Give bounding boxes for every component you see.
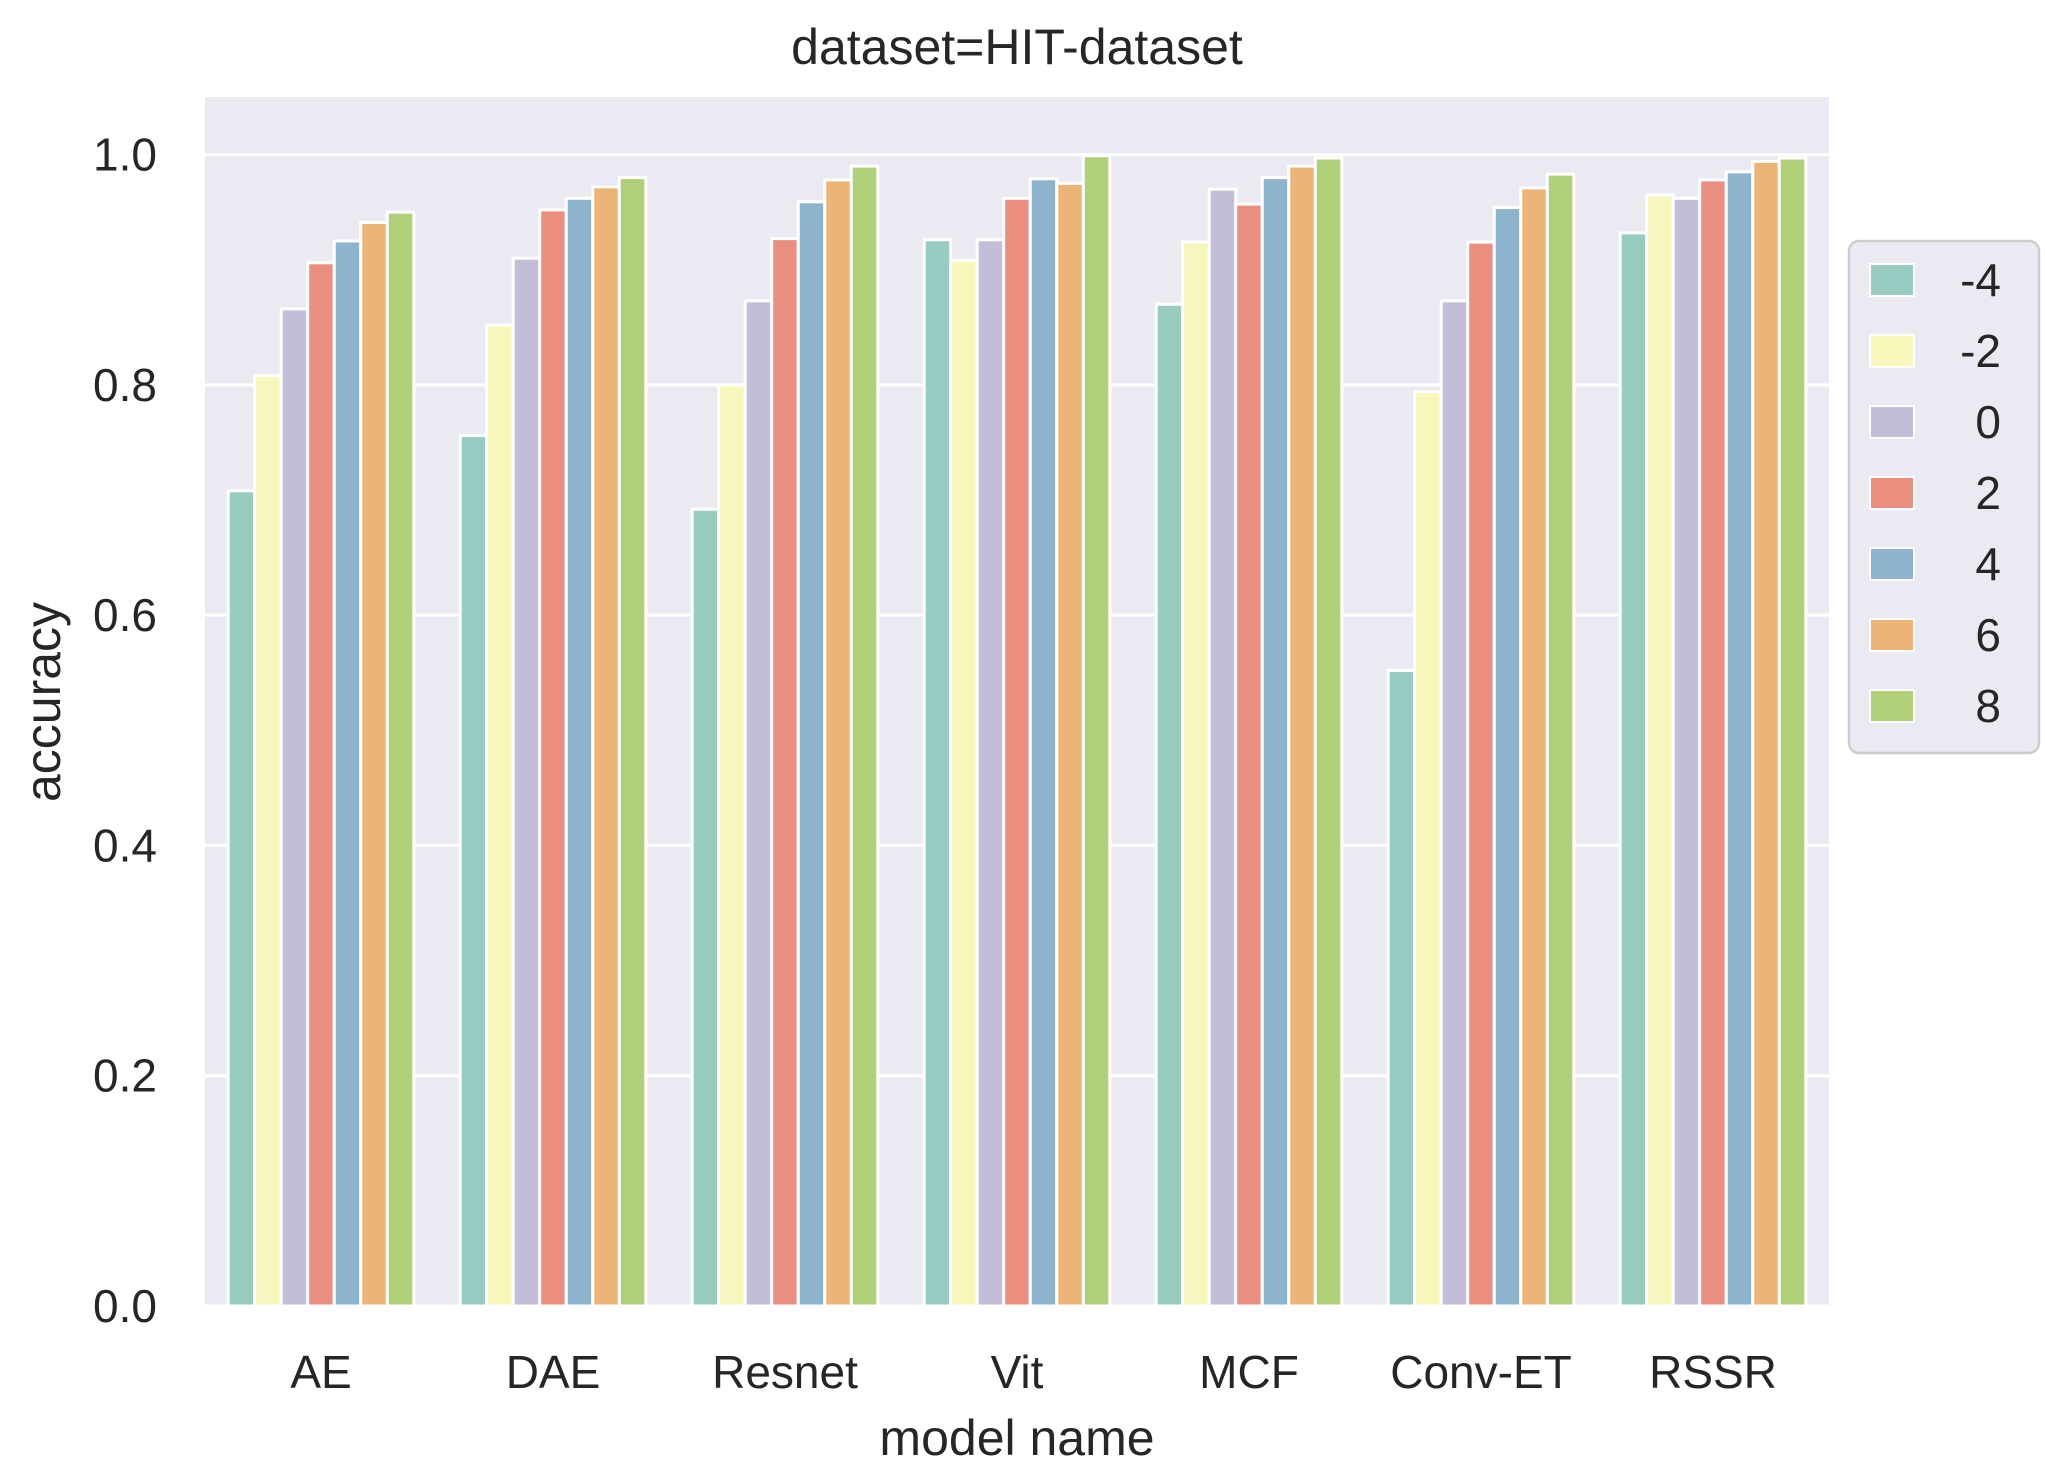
bar-rssr-series--4 <box>1618 231 1649 1308</box>
y-tick-label: 0.4 <box>93 819 157 871</box>
bar-mcf-series-4 <box>1260 176 1291 1308</box>
bar-conv-et-series-6 <box>1519 186 1549 1308</box>
legend-label: 6 <box>1975 609 2001 661</box>
bar-ae-series-6 <box>359 221 389 1308</box>
legend-swatch <box>1869 618 1915 652</box>
bar-rssr-series--2 <box>1645 193 1675 1308</box>
x-tick-label: Conv-ET <box>1390 1346 1571 1398</box>
bar-resnet-series-8 <box>849 164 880 1308</box>
bar-vit-series-0 <box>975 238 1006 1308</box>
bar-mcf-series-2 <box>1234 202 1264 1308</box>
bar-conv-et-series-2 <box>1466 240 1496 1308</box>
bar-rssr-series-4 <box>1724 170 1755 1308</box>
x-tick-label: MCF <box>1199 1346 1299 1398</box>
legend-swatch <box>1869 263 1915 297</box>
bar-dae-series-2 <box>538 208 568 1308</box>
bar-conv-et-series--4 <box>1386 668 1417 1308</box>
bar-conv-et-series--2 <box>1413 390 1443 1308</box>
bar-mcf-series--2 <box>1181 240 1211 1308</box>
y-tick-label: 0.2 <box>93 1050 157 1102</box>
legend-label: 2 <box>1975 467 2001 519</box>
legend-label: -2 <box>1960 325 2001 377</box>
chart-title: dataset=HIT-dataset <box>791 19 1243 75</box>
bar-mcf-series-6 <box>1287 164 1317 1308</box>
bar-vit-series--2 <box>949 259 979 1308</box>
bar-dae-series--2 <box>485 323 515 1308</box>
bar-dae-series-4 <box>564 196 595 1308</box>
bar-ae-series--2 <box>253 374 283 1308</box>
x-tick-labels: AE DAE Resnet Vit MCF Conv-ET RSSR <box>290 1346 1777 1398</box>
y-tick-label: 0.8 <box>93 359 157 411</box>
bar-mcf-series-0 <box>1207 187 1238 1308</box>
bar-ae-series--4 <box>226 489 257 1308</box>
bar-conv-et-series-0 <box>1439 299 1470 1308</box>
bar-conv-et-series-4 <box>1492 206 1523 1308</box>
bar-vit-series-4 <box>1028 177 1059 1308</box>
x-tick-label: RSSR <box>1649 1346 1777 1398</box>
bar-resnet-series-0 <box>743 299 774 1308</box>
y-tick-labels: 0.0 0.2 0.4 0.6 0.8 1.0 <box>93 129 157 1332</box>
bar-ae-series-0 <box>279 307 310 1308</box>
x-tick-label: AE <box>290 1346 351 1398</box>
bar-resnet-series-2 <box>770 237 800 1308</box>
bars <box>226 154 1808 1308</box>
bar-ae-series-2 <box>306 261 336 1308</box>
legend-label: -4 <box>1960 254 2001 306</box>
y-axis-label: accuracy <box>15 602 71 802</box>
bar-rssr-series-6 <box>1751 159 1781 1308</box>
bar-vit-series-8 <box>1081 154 1112 1308</box>
bar-rssr-series-0 <box>1671 196 1702 1308</box>
x-tick-label: Vit <box>991 1346 1044 1398</box>
legend-swatch <box>1869 334 1915 368</box>
bar-vit-series--4 <box>922 238 953 1308</box>
legend-swatch <box>1869 476 1915 510</box>
bar-mcf-series--4 <box>1154 302 1185 1308</box>
bar-resnet-series-6 <box>823 178 853 1308</box>
bar-dae-series-6 <box>591 185 621 1308</box>
legend-swatch <box>1869 547 1915 581</box>
bar-resnet-series-4 <box>796 200 827 1308</box>
bar-vit-series-6 <box>1055 181 1085 1308</box>
bar-dae-series-0 <box>511 256 542 1308</box>
x-tick-label: DAE <box>506 1346 601 1398</box>
y-tick-label: 1.0 <box>93 129 157 181</box>
y-tick-label: 0.6 <box>93 589 157 641</box>
legend-label: 0 <box>1975 396 2001 448</box>
y-tick-label: 0.0 <box>93 1280 157 1332</box>
bar-ae-series-8 <box>385 210 416 1308</box>
legend-swatch <box>1869 405 1915 439</box>
bar-dae-series-8 <box>617 176 648 1308</box>
bar-rssr-series-8 <box>1777 156 1808 1308</box>
legend-swatch <box>1869 689 1915 723</box>
bar-ae-series-4 <box>332 239 363 1308</box>
x-axis-label: model name <box>879 1410 1154 1466</box>
legend: -4 -2 0 2 4 6 8 <box>1847 239 2041 755</box>
bar-resnet-series--4 <box>690 507 721 1308</box>
x-tick-label: Resnet <box>712 1346 858 1398</box>
bar-resnet-series--2 <box>717 383 747 1308</box>
legend-label: 4 <box>1975 538 2001 590</box>
bar-conv-et-series-8 <box>1545 172 1576 1308</box>
legend-label: 8 <box>1975 680 2001 732</box>
bar-mcf-series-8 <box>1313 156 1344 1308</box>
bar-rssr-series-2 <box>1698 178 1728 1308</box>
bar-vit-series-2 <box>1002 196 1032 1308</box>
bar-dae-series--4 <box>458 434 489 1308</box>
